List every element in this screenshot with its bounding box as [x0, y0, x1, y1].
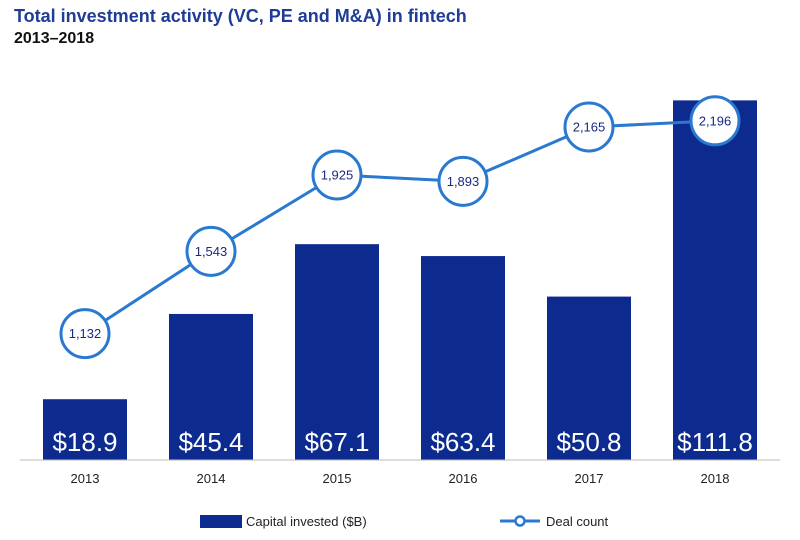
legend: Capital invested ($B) Deal count	[200, 514, 609, 529]
x-tick-label: 2018	[701, 471, 730, 486]
legend-swatch-capital	[200, 515, 242, 528]
deal-count-marker	[59, 308, 111, 360]
deal-count-marker	[311, 149, 363, 201]
legend-label-capital: Capital invested ($B)	[246, 514, 367, 529]
bars-layer: $18.9 $45.4 $67.1 $63.4 $50.8 $111.8	[43, 100, 757, 461]
x-tick-label: 2016	[449, 471, 478, 486]
x-tick-label: 2017	[575, 471, 604, 486]
bar-value-label: $45.4	[178, 427, 243, 457]
deal-count-marker	[185, 225, 237, 277]
x-tick-label: 2014	[197, 471, 226, 486]
deal-count-label: 1,132	[69, 326, 102, 341]
bar-2018	[673, 100, 757, 461]
x-tick-label: 2013	[71, 471, 100, 486]
deal-count-label: 1,543	[195, 244, 228, 259]
deal-count-marker	[437, 155, 489, 207]
bar-value-label: $63.4	[430, 427, 495, 457]
chart-title: Total investment activity (VC, PE and M&…	[14, 6, 467, 26]
legend-label-deal-count: Deal count	[546, 514, 609, 529]
x-tick-label: 2015	[323, 471, 352, 486]
deal-count-label: 2,196	[699, 113, 732, 128]
deal-count-label: 2,165	[573, 120, 606, 135]
deal-count-line-layer: 1,132 1,543 1,925 1,893 2,165 2,196	[59, 95, 741, 360]
bar-value-label: $50.8	[556, 427, 621, 457]
x-axis-ticks: 2013 2014 2015 2016 2017 2018	[71, 471, 730, 486]
deal-count-label: 1,893	[447, 174, 480, 189]
bar-value-label: $111.8	[677, 427, 753, 457]
bar-value-label: $18.9	[52, 427, 117, 457]
bar-2013	[43, 399, 127, 460]
deal-count-marker	[689, 95, 741, 147]
bar-value-label: $67.1	[304, 427, 369, 457]
bar-2016	[421, 256, 505, 460]
bar-2017	[547, 296, 631, 460]
chart-subtitle: 2013–2018	[14, 30, 95, 47]
deal-count-label: 1,925	[321, 168, 354, 183]
legend-marker-deal-count	[514, 515, 526, 527]
bar-2015	[295, 244, 379, 460]
bar-2014	[169, 313, 253, 460]
deal-count-marker	[563, 101, 615, 153]
